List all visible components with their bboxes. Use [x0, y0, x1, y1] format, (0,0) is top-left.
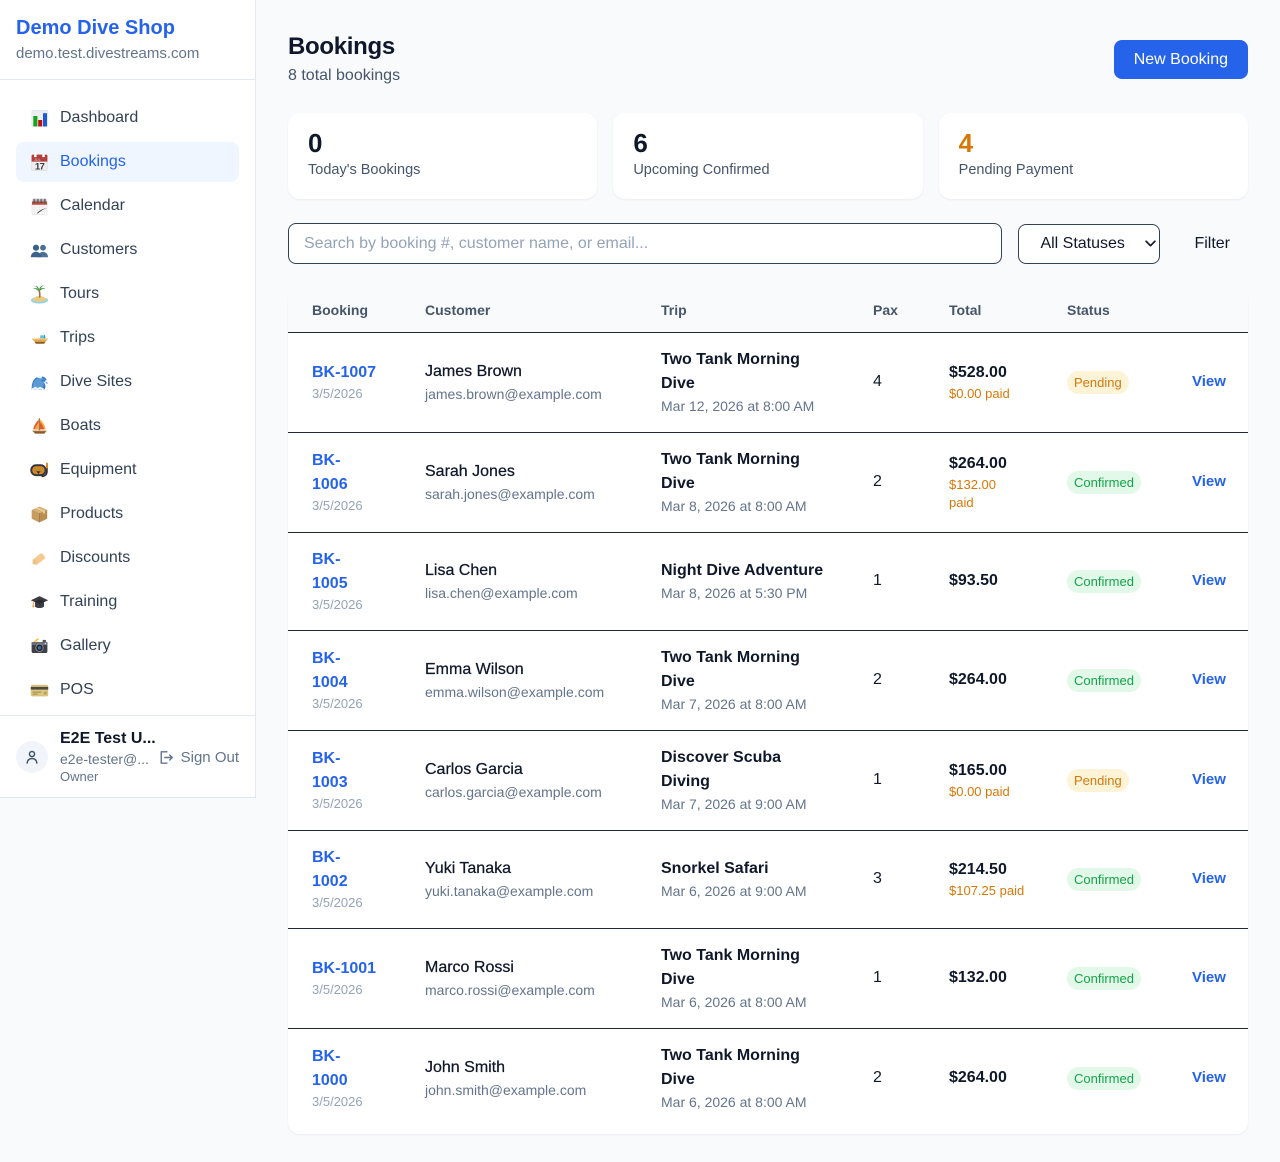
svg-text:JUL: JUL — [34, 157, 42, 161]
svg-text:17: 17 — [35, 161, 45, 172]
